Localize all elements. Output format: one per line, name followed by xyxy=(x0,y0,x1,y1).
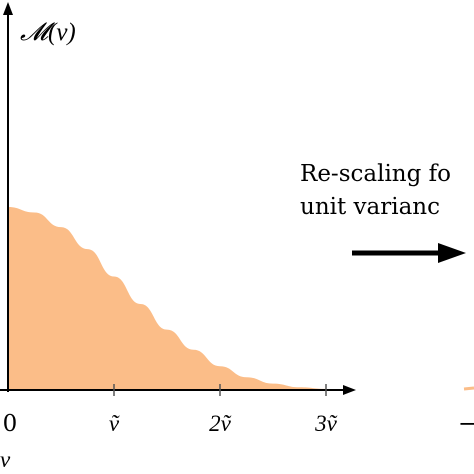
x-tick-label-0: 0 xyxy=(3,411,18,437)
right-panel-tick-fragment: − xyxy=(458,411,474,437)
x-tick-marks xyxy=(113,384,327,396)
y-axis-label: 𝓜(v) xyxy=(20,19,76,46)
transition-arrow-head xyxy=(438,243,466,263)
annotation-line-2: unit varianc xyxy=(300,194,440,220)
right-panel-fill-edge xyxy=(463,386,474,391)
y-axis-arrowhead xyxy=(3,2,13,15)
x-axis-arrowhead xyxy=(343,385,356,395)
distribution-area xyxy=(8,207,326,390)
x-axis-label: v xyxy=(0,447,11,472)
x-tick-label-2: 2ṽ xyxy=(209,411,232,436)
annotation-line-1: Re-scaling fo xyxy=(300,161,451,187)
x-tick-label-3: 3ṽ xyxy=(314,411,338,436)
x-tick-label-1: ṽ xyxy=(109,411,120,436)
